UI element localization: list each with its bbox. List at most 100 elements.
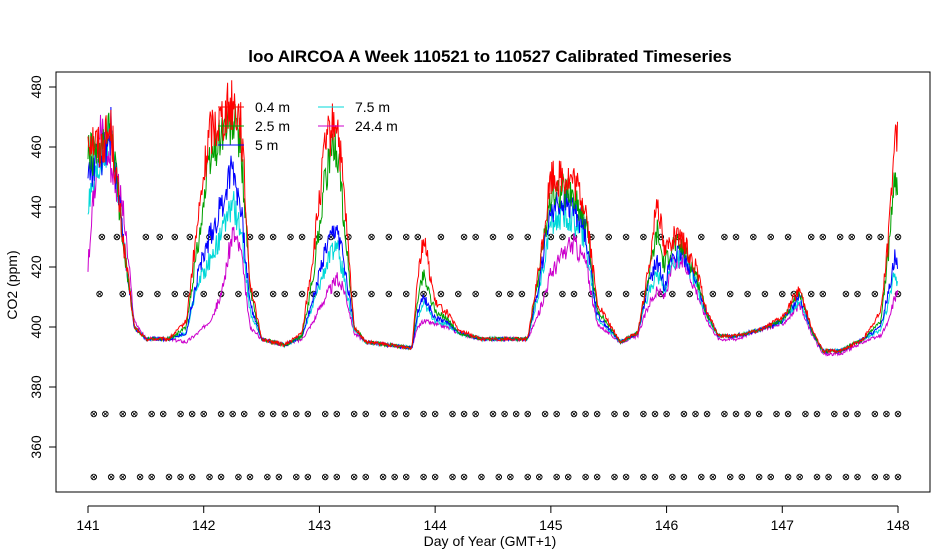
reference-marker — [750, 233, 757, 241]
reference-marker — [391, 473, 398, 481]
reference-marker — [206, 473, 213, 481]
reference-marker — [298, 233, 306, 241]
reference-marker — [362, 473, 369, 481]
reference-marker — [264, 473, 271, 481]
reference-marker — [894, 233, 902, 241]
y-tick-label: 380 — [28, 375, 44, 399]
legend: 0.4 m 2.5 m 5 m 7.5 m 24.4 m — [218, 99, 398, 153]
reference-marker — [547, 233, 555, 241]
reference-marker — [807, 233, 815, 241]
reference-marker — [831, 410, 838, 418]
reference-marker — [107, 473, 115, 481]
reference-marker — [420, 410, 427, 418]
reference-marker — [96, 290, 103, 298]
reference-marker — [842, 410, 850, 418]
reference-markers — [90, 233, 902, 481]
reference-marker — [553, 410, 560, 418]
reference-marker — [501, 410, 508, 418]
reference-marker — [281, 410, 288, 418]
reference-marker — [582, 410, 589, 418]
reference-marker — [570, 290, 578, 298]
reference-marker — [156, 233, 163, 241]
reference-marker — [518, 290, 526, 298]
reference-marker — [894, 410, 902, 418]
reference-marker — [102, 410, 109, 418]
reference-marker — [651, 473, 659, 481]
reference-marker — [333, 473, 341, 481]
reference-marker — [721, 410, 728, 418]
reference-marker — [744, 410, 751, 418]
reference-marker — [472, 233, 479, 241]
reference-marker — [813, 473, 821, 481]
reference-marker — [287, 233, 294, 241]
reference-marker — [842, 473, 850, 481]
reference-marker — [269, 290, 277, 298]
reference-marker — [784, 473, 792, 481]
reference-marker — [773, 410, 780, 418]
reference-marker — [217, 473, 225, 481]
reference-marker — [726, 290, 734, 298]
reference-marker — [460, 233, 468, 241]
reference-marker — [200, 290, 207, 298]
reference-marker — [489, 233, 497, 241]
reference-marker — [437, 290, 445, 298]
reference-marker — [431, 473, 439, 481]
reference-marker — [252, 290, 260, 298]
x-tick-label: 148 — [886, 517, 910, 533]
reference-marker — [761, 290, 769, 298]
y-axis-label: CO2 (ppm) — [4, 250, 20, 319]
reference-marker — [871, 290, 879, 298]
reference-marker — [732, 233, 740, 241]
x-tick-label: 146 — [655, 517, 679, 533]
reference-marker — [350, 290, 358, 298]
reference-marker — [437, 233, 445, 241]
series-line-5-m — [87, 106, 898, 355]
reference-marker — [819, 290, 827, 298]
reference-marker — [541, 410, 549, 418]
reference-marker — [686, 290, 693, 298]
reference-marker — [698, 473, 705, 481]
reference-marker — [188, 473, 196, 481]
y-tick-label: 480 — [28, 75, 44, 99]
reference-marker — [159, 410, 167, 418]
reference-marker — [883, 410, 890, 418]
reference-marker — [472, 290, 479, 298]
legend-label: 2.5 m — [255, 118, 290, 134]
reference-marker — [350, 410, 358, 418]
reference-marker — [698, 233, 705, 241]
x-axis-label: Day of Year (GMT+1) — [424, 533, 557, 549]
reference-marker — [200, 410, 207, 418]
reference-marker — [779, 290, 786, 298]
y-tick-label: 420 — [28, 255, 44, 279]
reference-marker — [177, 473, 184, 481]
reference-marker — [293, 410, 300, 418]
reference-marker — [449, 410, 456, 418]
reference-marker — [819, 233, 827, 241]
reference-marker — [304, 473, 312, 481]
legend-label: 0.4 m — [255, 99, 290, 115]
reference-marker — [136, 290, 144, 298]
reference-marker — [669, 290, 676, 298]
reference-marker — [848, 233, 855, 241]
reference-marker — [385, 290, 393, 298]
reference-marker — [524, 233, 531, 241]
reference-marker — [553, 473, 560, 481]
reference-marker — [536, 473, 543, 481]
reference-marker — [570, 410, 578, 418]
series-line-0-4-m — [87, 80, 898, 355]
reference-marker — [229, 410, 236, 418]
reference-marker — [524, 410, 531, 418]
reference-marker — [333, 290, 341, 298]
reference-marker — [385, 233, 393, 241]
reference-marker — [258, 233, 265, 241]
reference-marker — [877, 233, 884, 241]
plot-area-frame — [55, 71, 931, 493]
reference-marker — [478, 473, 485, 481]
reference-marker — [640, 410, 647, 418]
reference-marker — [871, 410, 879, 418]
reference-marker — [680, 473, 688, 481]
reference-marker — [507, 290, 514, 298]
reference-marker — [622, 290, 630, 298]
legend-label: 7.5 m — [355, 99, 390, 115]
y-tick-label: 440 — [28, 195, 44, 219]
